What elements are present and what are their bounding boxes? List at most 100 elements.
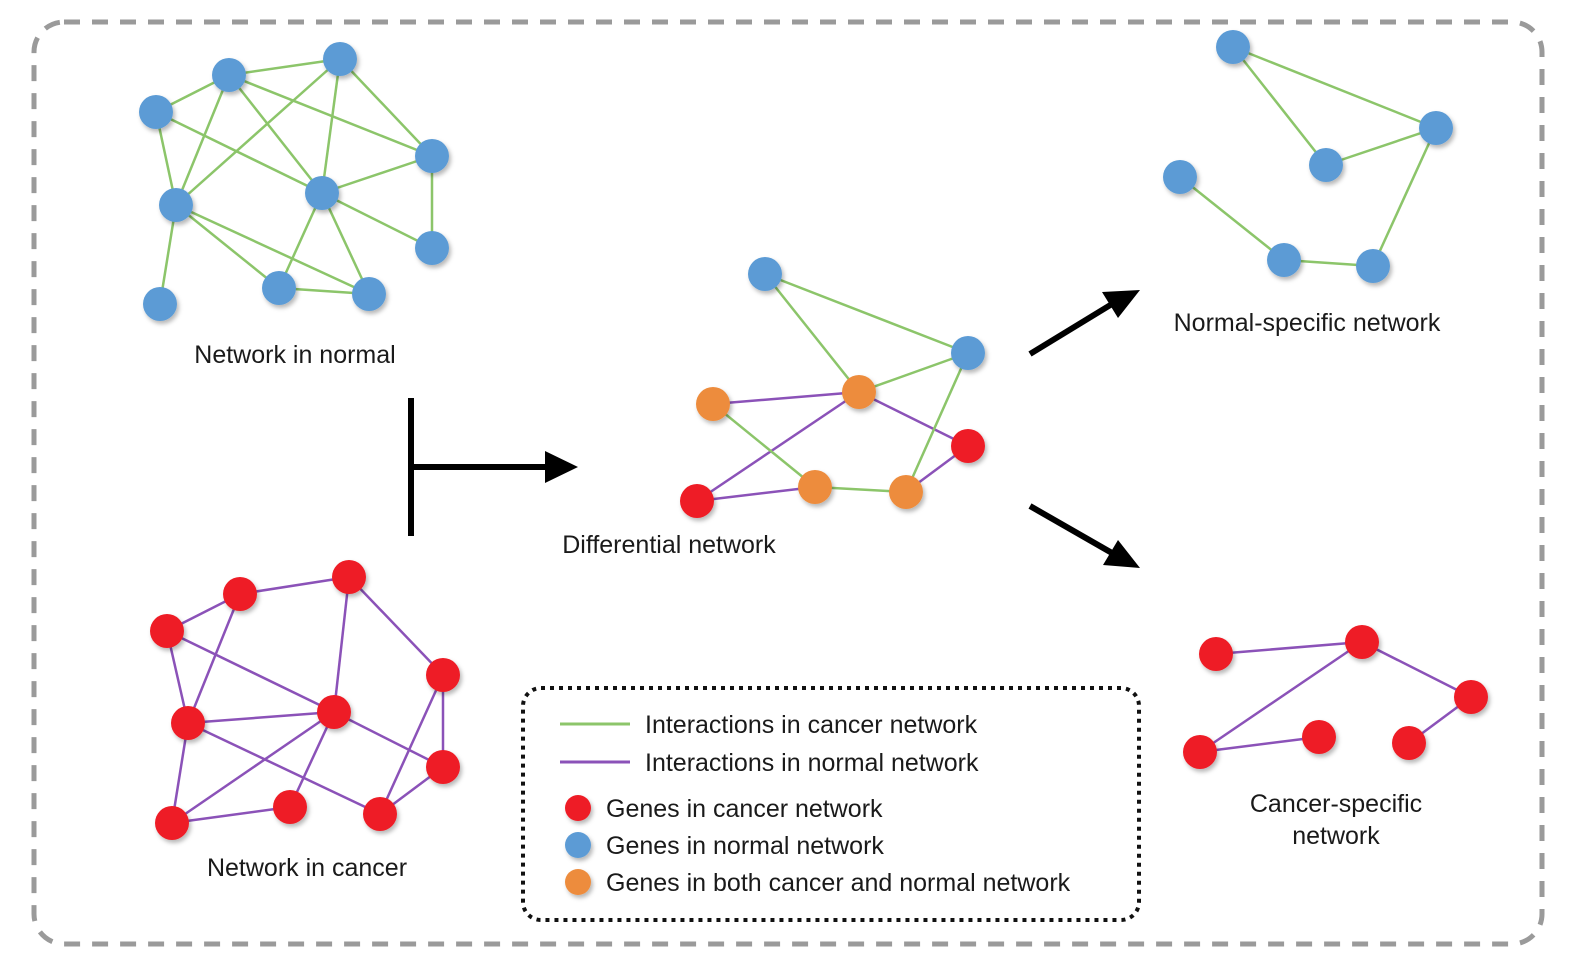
diff-net-node-3 — [842, 375, 876, 409]
diff-net-node-7 — [889, 475, 923, 509]
normal-net-node-2 — [323, 42, 357, 76]
cancer-net-node-10 — [155, 806, 189, 840]
cancer-net-edge-5 — [348, 576, 444, 676]
normal-net-node-1 — [212, 58, 246, 92]
cancer-specific-node-1 — [1199, 637, 1233, 671]
normal-net-node-8 — [262, 271, 296, 305]
cancer-net-node-7 — [426, 750, 460, 784]
arrow-to-cancer-specific — [1028, 503, 1114, 556]
diff-net-edge-3 — [858, 351, 969, 394]
network-in-normal — [139, 42, 449, 321]
cancer-specific-edge-1 — [1215, 640, 1363, 656]
normal-net-node-7 — [415, 231, 449, 265]
normal-net-edge-17 — [320, 192, 371, 295]
arrow-to-normal-specific-head — [1102, 290, 1140, 318]
normal-specific-node-4 — [1163, 160, 1197, 194]
cancer-net-edge-13 — [171, 805, 291, 825]
normal-net-edge-16 — [277, 192, 324, 289]
cancer-net-edge-4 — [332, 576, 351, 713]
cancer-specific-edge-4 — [1199, 735, 1320, 754]
normal-net-edge-1 — [228, 57, 341, 77]
normal-net-edge-15 — [321, 191, 433, 250]
arrow-to-normal-specific — [1028, 301, 1114, 357]
normal-net-node-10 — [143, 287, 177, 321]
cancer-specific-node-6 — [1183, 735, 1217, 769]
combine-arrow — [408, 398, 548, 536]
cancer-specific-network — [1183, 625, 1488, 769]
cancer-net-node-9 — [363, 797, 397, 831]
combine-arrow-head — [545, 451, 578, 483]
differential-network — [680, 257, 985, 518]
normal-specific-node-2 — [1419, 111, 1453, 145]
legend-box — [521, 686, 1141, 922]
legend-label-both-node: Genes in both cancer and normal network — [606, 869, 1071, 897]
cancer-net-edge-6 — [166, 629, 335, 714]
label-cancer-specific-line1: Cancer-specific — [1250, 790, 1422, 818]
normal-net-edge-8 — [339, 58, 433, 157]
cancer-net-edge-12 — [333, 710, 444, 769]
normal-net-node-4 — [415, 139, 449, 173]
normal-net-edge-3 — [174, 74, 231, 206]
label-network-cancer: Network in cancer — [207, 854, 407, 882]
cancer-net-edge-1 — [239, 575, 350, 596]
legend: Interactions in cancer network Interacti… — [521, 686, 1141, 922]
legend-swatch-cancer-node — [565, 795, 591, 821]
cancer-specific-node-5 — [1392, 726, 1426, 760]
diff-net-node-2 — [951, 336, 985, 370]
cancer-net-node-1 — [223, 577, 257, 611]
cancer-specific-node-3 — [1454, 680, 1488, 714]
cancer-specific-node-4 — [1302, 720, 1336, 754]
diff-net-edge-5 — [696, 390, 860, 503]
diff-net-edge-9 — [696, 485, 816, 503]
legend-swatch-both-node — [565, 869, 591, 895]
diff-net-edge-6 — [858, 390, 969, 448]
diff-net-node-5 — [951, 429, 985, 463]
arrow-to-cancer-specific-head — [1103, 540, 1140, 568]
normal-net-node-9 — [352, 277, 386, 311]
legend-label-normal-node: Genes in normal network — [606, 832, 884, 860]
diff-net-edge-1 — [764, 273, 860, 393]
cancer-net-node-8 — [273, 790, 307, 824]
cancer-net-node-6 — [171, 706, 205, 740]
cancer-net-edge-8 — [187, 710, 335, 725]
diff-net-node-6 — [798, 470, 832, 504]
normal-specific-node-6 — [1356, 249, 1390, 283]
normal-net-edge-5 — [228, 73, 433, 158]
normal-specific-edge-3 — [1325, 126, 1437, 167]
diff-net-node-8 — [680, 484, 714, 518]
diff-net-edge-2 — [764, 272, 969, 355]
normal-specific-edge-2 — [1232, 45, 1437, 130]
normal-net-edge-6 — [175, 58, 341, 206]
normal-specific-node-1 — [1216, 30, 1250, 64]
normal-net-edge-10 — [155, 110, 323, 195]
legend-label-cancer-node: Genes in cancer network — [606, 795, 883, 823]
normal-net-edge-11 — [175, 204, 280, 289]
network-in-cancer — [150, 560, 460, 840]
diff-net-edge-4 — [712, 390, 860, 406]
diff-net-edge-7 — [712, 403, 816, 488]
cancer-net-node-2 — [332, 560, 366, 594]
cancer-net-edge-16 — [378, 674, 445, 815]
normal-net-node-6 — [159, 188, 193, 222]
normal-net-edge-7 — [320, 58, 342, 194]
cancer-net-edge-9 — [187, 721, 381, 816]
diff-net-node-1 — [748, 257, 782, 291]
label-network-normal: Network in normal — [194, 341, 395, 369]
diff-net-node-4 — [696, 387, 730, 421]
label-cancer-specific-line2: network — [1292, 822, 1380, 850]
cancer-net-edge-11 — [288, 711, 336, 808]
cancer-net-edge-3 — [186, 593, 242, 724]
normal-net-edge-4 — [228, 74, 323, 194]
legend-label-cancer-edge: Interactions in cancer network — [645, 711, 978, 739]
normal-specific-edge-4 — [1371, 127, 1438, 267]
legend-swatch-normal-node — [565, 832, 591, 858]
normal-specific-edge-1 — [1232, 46, 1327, 166]
cancer-net-edge-10 — [171, 710, 335, 825]
diff-net-edge-10 — [904, 352, 970, 493]
normal-net-node-5 — [305, 176, 339, 210]
normal-net-edge-12 — [175, 203, 370, 296]
normal-specific-node-5 — [1267, 243, 1301, 277]
cancer-specific-node-2 — [1345, 625, 1379, 659]
normal-net-edge-14 — [321, 154, 433, 195]
